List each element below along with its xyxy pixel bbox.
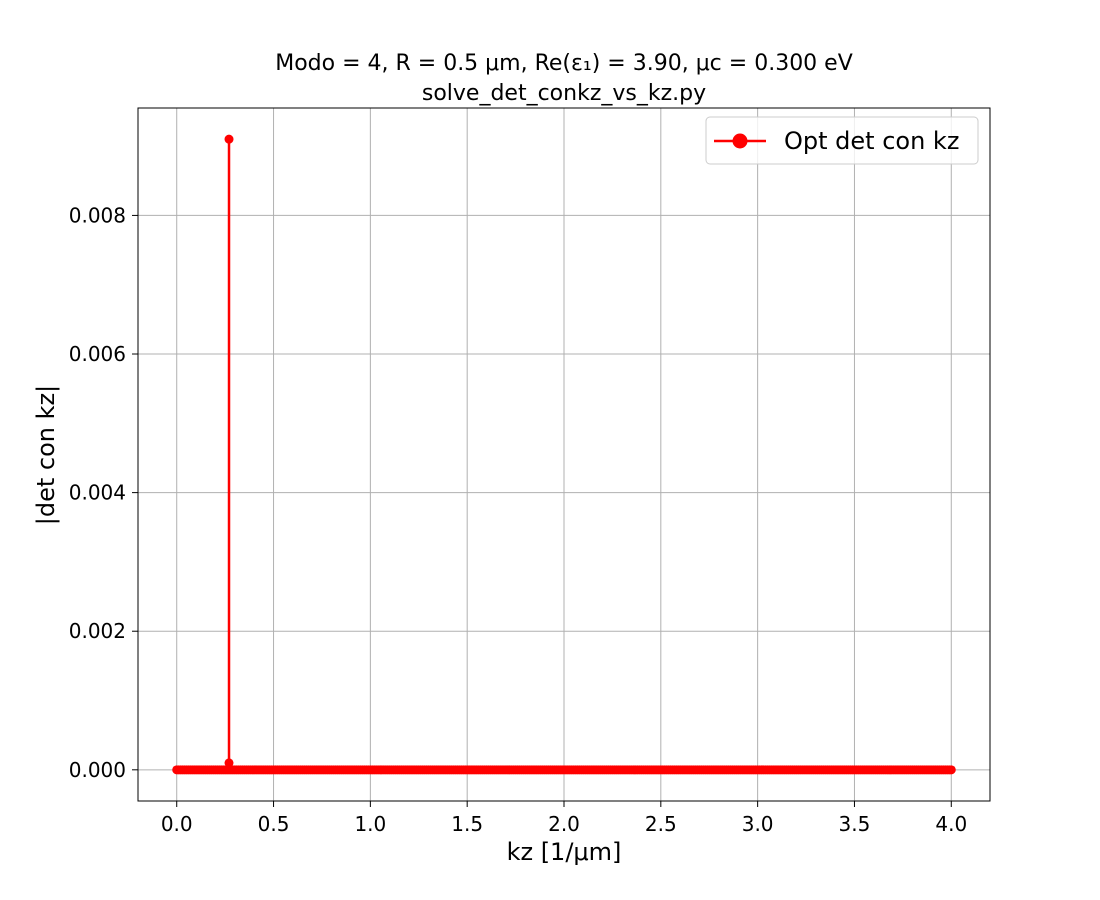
x-tick-label: 4.0 <box>935 812 967 836</box>
y-tick-label: 0.004 <box>69 481 126 505</box>
x-tick-label: 1.0 <box>354 812 386 836</box>
chart-subtitle: solve_det_conkz_vs_kz.py <box>422 81 706 106</box>
legend-box <box>705 116 979 165</box>
y-tick-label: 0.008 <box>69 203 126 227</box>
x-tick-label: 0.5 <box>258 812 290 836</box>
y-axis-label: |det con kz| <box>32 385 60 525</box>
x-tick-label: 2.5 <box>645 812 677 836</box>
x-tick-label: 3.5 <box>839 812 871 836</box>
legend: Opt det con kz <box>705 116 979 165</box>
chart-title: Modo = 4, R = 0.5 μm, Re(ε₁) = 3.90, μc … <box>275 51 853 76</box>
x-tick-label: 0.0 <box>161 812 193 836</box>
x-tick-label: 3.0 <box>742 812 774 836</box>
y-tick-label: 0.002 <box>69 619 126 643</box>
legend-marker <box>732 133 748 149</box>
data-point <box>224 758 234 768</box>
y-tick-label: 0.006 <box>69 342 126 366</box>
x-axis-label: kz [1/μm] <box>507 838 622 866</box>
x-axis: 0.0 0.5 1.0 1.5 2.0 2.5 3.0 3.5 4.0 <box>161 801 967 836</box>
data-point <box>224 134 234 144</box>
x-tick-label: 2.0 <box>548 812 580 836</box>
series-layer <box>172 134 956 775</box>
x-tick-label: 1.5 <box>451 812 483 836</box>
legend-label: Opt det con kz <box>784 127 959 155</box>
y-axis: 0.000 0.002 0.004 0.006 0.008 <box>69 203 138 782</box>
y-tick-label: 0.000 <box>69 758 126 782</box>
data-point <box>946 765 956 775</box>
